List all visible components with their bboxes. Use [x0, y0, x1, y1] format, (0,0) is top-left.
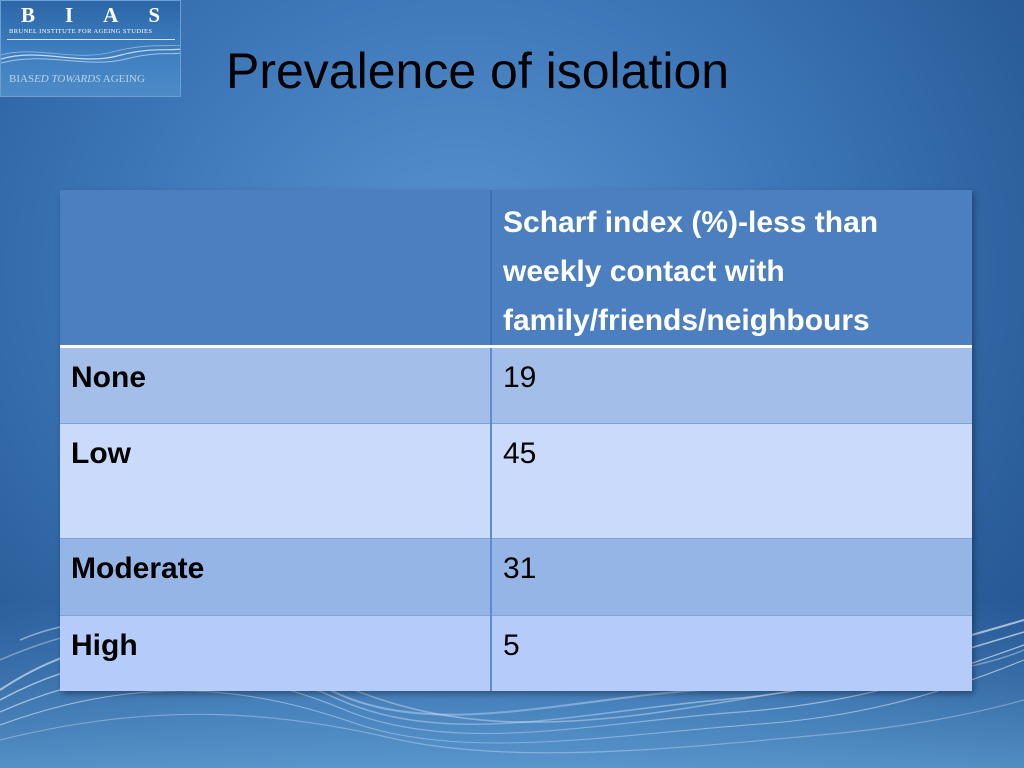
logo-letter-i: I [64, 3, 76, 27]
logo-tagline-suffix: AGEING [100, 73, 145, 85]
row-value: 31 [491, 538, 972, 616]
logo-letters: B I A S [1, 3, 180, 28]
logo-letter-a: A [103, 3, 121, 27]
bias-logo: B I A S BRUNEL INSTITUTE FOR AGEING STUD… [0, 0, 181, 97]
data-table: Scharf index (%)-less than weekly contac… [60, 190, 972, 691]
row-label: Low [60, 423, 492, 539]
logo-tagline-italic: ED TOWARDS [34, 73, 101, 85]
table-row: High 5 [60, 615, 972, 691]
header-cell-scharf-index: Scharf index (%)-less than weekly contac… [491, 190, 972, 348]
row-label: Moderate [60, 538, 492, 616]
isolation-table: Scharf index (%)-less than weekly contac… [60, 190, 972, 691]
row-label: None [60, 346, 492, 424]
logo-tagline-prefix: BIAS [9, 73, 35, 85]
logo-letter-b: B [20, 3, 37, 27]
row-value: 45 [491, 423, 972, 539]
row-value: 19 [491, 346, 972, 424]
logo-letter-s: S [148, 3, 162, 27]
row-value: 5 [491, 615, 972, 691]
table-row: None 19 [60, 346, 972, 424]
logo-subtitle: BRUNEL INSTITUTE FOR AGEING STUDIES [9, 28, 153, 35]
table-row: Moderate 31 [60, 538, 972, 616]
table-row: Low 45 [60, 423, 972, 539]
table-header-row: Scharf index (%)-less than weekly contac… [60, 190, 972, 348]
logo-divider [7, 39, 175, 40]
header-cell-empty [60, 190, 492, 348]
slide-title: Prevalence of isolation [226, 43, 730, 99]
row-label: High [60, 615, 492, 691]
logo-tagline: BIASED TOWARDS AGEING [9, 73, 145, 85]
logo-swoosh-icon [1, 44, 180, 64]
